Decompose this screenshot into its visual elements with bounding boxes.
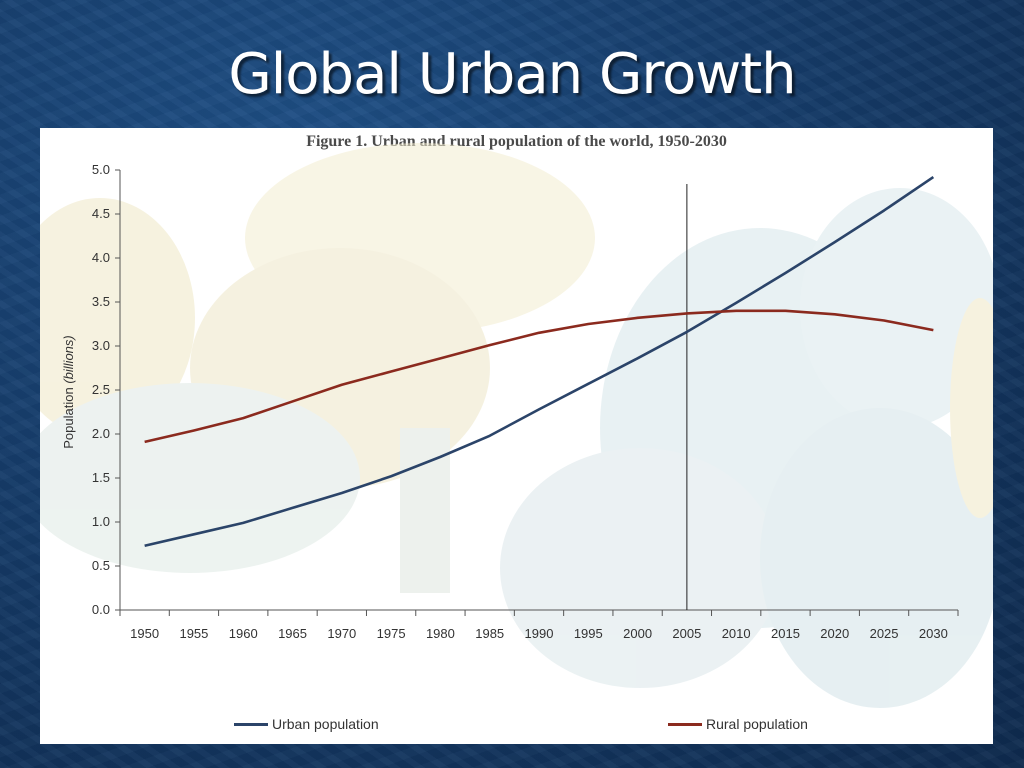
y-tick-label: 5.0 — [92, 162, 110, 177]
legend-rural: Rural population — [668, 716, 808, 732]
x-tick-label: 1975 — [377, 626, 406, 641]
legend-urban: Urban population — [234, 716, 379, 732]
legend-rural-swatch — [668, 722, 702, 726]
y-tick-label: 4.0 — [92, 250, 110, 265]
background-tree-illustration — [40, 143, 993, 708]
y-tick-label: 1.5 — [92, 470, 110, 485]
rural-population-line — [144, 309, 934, 444]
y-tick-label: 2.5 — [92, 382, 110, 397]
y-axis-label: Population (billions) — [61, 335, 76, 448]
urban-population-line — [144, 175, 935, 548]
y-tick-label: 4.5 — [92, 206, 110, 221]
line-chart: 0.0 0.5 1.0 1.5 2.0 2.5 3.0 3.5 4.0 4.5 5.0 1950 195… — [40, 143, 993, 708]
x-tick-label: 2015 — [771, 626, 800, 641]
x-tick-label: 1970 — [327, 626, 356, 641]
y-tick-label: 0.0 — [92, 602, 110, 617]
x-tick-label: 1990 — [525, 626, 554, 641]
y-tick-label: 1.0 — [92, 514, 110, 529]
x-tick-label: 2030 — [919, 626, 948, 641]
x-tick-label: 1955 — [179, 626, 208, 641]
x-tick-label: 1950 — [130, 626, 159, 641]
x-tick-label: 1965 — [278, 626, 307, 641]
x-tick-label: 1995 — [574, 626, 603, 641]
slide-title: Global Urban Growth — [228, 42, 796, 107]
x-tick-label: 2010 — [722, 626, 751, 641]
legend-urban-swatch — [234, 722, 268, 726]
legend-rural-label: Rural population — [706, 716, 808, 732]
x-tick-label: 2000 — [623, 626, 652, 641]
y-tick-label: 3.0 — [92, 338, 110, 353]
x-tick-label: 1985 — [475, 626, 504, 641]
y-tick-label: 2.0 — [92, 426, 110, 441]
y-tick-label: 3.5 — [92, 294, 110, 309]
figure-panel: Figure 1. Urban and rural population of … — [40, 128, 993, 744]
legend-urban-label: Urban population — [272, 716, 379, 732]
x-tick-label: 2025 — [870, 626, 899, 641]
x-tick-label: 2005 — [672, 626, 701, 641]
y-tick-label: 0.5 — [92, 558, 110, 573]
x-tick-label: 1980 — [426, 626, 455, 641]
x-tick-label: 2020 — [820, 626, 849, 641]
x-tick-label: 1960 — [229, 626, 258, 641]
